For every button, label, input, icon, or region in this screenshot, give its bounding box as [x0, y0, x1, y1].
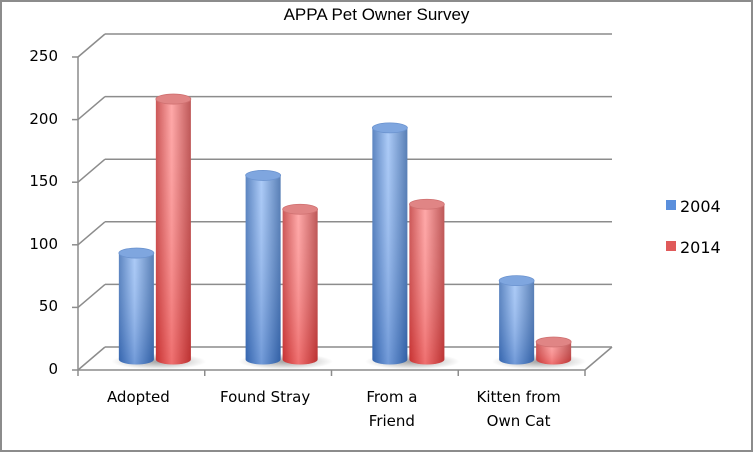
bar-2004-2: [371, 122, 408, 365]
legend-swatch-2004: [666, 200, 676, 210]
x-category-label: Found Stray: [220, 388, 311, 406]
x-category-label: From a Friend: [366, 388, 418, 430]
bar-2014-0: [155, 93, 192, 365]
y-tick-label: 200: [29, 109, 58, 128]
y-tick-label: 0: [48, 360, 58, 378]
legend-label-2004: 2004: [680, 197, 721, 216]
bars: [111, 93, 587, 370]
legend-swatch-2014: [666, 241, 676, 251]
legend-item-2014: 2014: [666, 238, 721, 257]
y-tick-label: 50: [38, 297, 58, 316]
bar-2004-1: [245, 170, 282, 365]
legend-item-2004: 2004: [666, 197, 721, 216]
bar-2014-3: [535, 336, 572, 365]
chart-title: APPA Pet Owner Survey: [283, 5, 470, 24]
bar-2004-0: [118, 247, 155, 365]
legend-label-2014: 2014: [680, 238, 721, 257]
x-category-label: Adopted: [106, 388, 170, 406]
y-tick-label: 250: [29, 47, 58, 65]
bar-2014-1: [282, 203, 319, 365]
x-category-label: Kitten from Own Cat: [476, 388, 561, 430]
y-tick-label: 100: [29, 234, 58, 253]
bar-2014-2: [408, 198, 445, 365]
y-tick-label: 150: [29, 172, 58, 191]
bar-2004-3: [498, 275, 535, 365]
